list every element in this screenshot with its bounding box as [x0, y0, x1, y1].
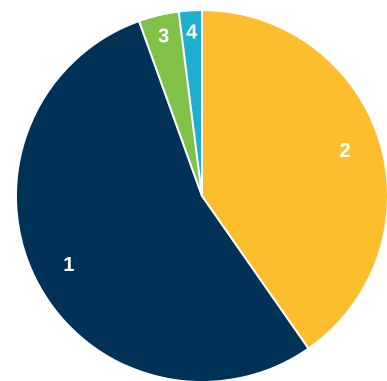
pie-slice-4	[177, 9, 203, 197]
pie-slices	[14, 9, 387, 381]
pie-slice-label-1: 1	[63, 254, 74, 276]
pie-slice-label-3: 3	[158, 26, 169, 48]
pie-slice-2	[201, 9, 387, 350]
pie-slice-label-2: 2	[340, 140, 351, 162]
pie-labels: 2 1 3 4	[63, 21, 350, 276]
pie-slice-label-4: 4	[186, 21, 198, 43]
